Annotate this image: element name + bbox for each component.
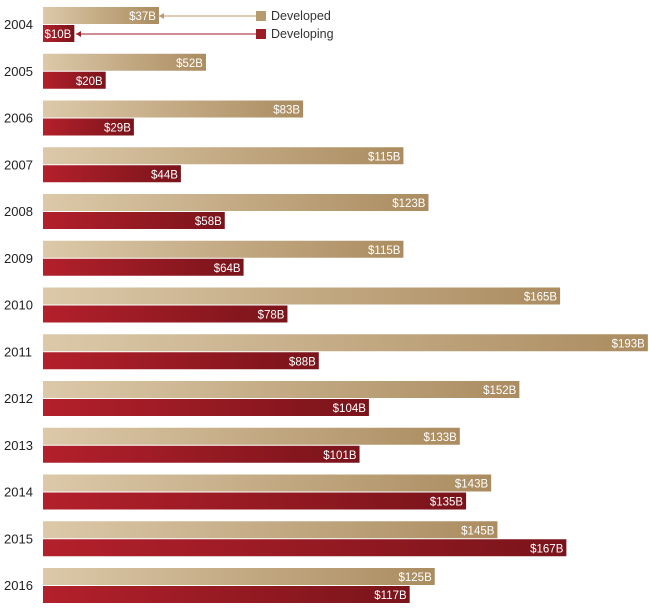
bar-developed-2016	[43, 568, 435, 585]
data-label-developing-2009: $64B	[214, 263, 241, 275]
data-label-developed-2008: $123B	[392, 198, 426, 210]
year-label-2015: 2015	[4, 531, 33, 546]
bar-developing-2009	[43, 258, 244, 276]
bar-developed-2009	[43, 240, 404, 258]
data-label-developed-2012: $152B	[483, 385, 517, 397]
year-labels: 2004 2005 2006 2007 2008 2009 2010 2011 2012 2013…	[4, 17, 33, 593]
data-label-developing-2012: $104B	[333, 403, 367, 415]
year-label-2016: 2016	[4, 578, 33, 593]
bar-developing-2008	[43, 212, 225, 229]
bar-developed-2015	[43, 521, 498, 539]
bar-developing-2011	[43, 352, 319, 370]
year-label-2005: 2005	[4, 64, 33, 79]
bar-developing-2012	[43, 399, 369, 416]
data-label-developed-2009: $115B	[368, 245, 401, 257]
bar-developing-2004	[43, 25, 75, 42]
bar-developing-2014	[43, 492, 467, 510]
year-label-2012: 2012	[4, 391, 33, 406]
bar-developing-2016	[43, 586, 410, 603]
bar-developing-2015	[43, 539, 567, 557]
bar-developing-2006	[43, 118, 134, 136]
data-label-developing-2013: $101B	[323, 450, 357, 462]
year-label-2008: 2008	[4, 204, 33, 219]
data-label-developing-2006: $29B	[104, 123, 131, 135]
bar-developing-2005	[43, 71, 106, 89]
bar-developed-2007	[43, 147, 404, 165]
data-label-developed-2011: $193B	[612, 338, 646, 350]
year-label-2009: 2009	[4, 251, 33, 266]
bars	[43, 7, 648, 603]
bar-developing-2010	[43, 305, 288, 323]
data-label-developed-2010: $165B	[524, 292, 558, 304]
data-label-developing-2004: $10B	[44, 29, 71, 41]
data-label-developed-2007: $115B	[368, 151, 401, 163]
year-label-2010: 2010	[4, 298, 33, 313]
data-label-developing-2016: $117B	[374, 590, 407, 602]
data-label-developing-2008: $58B	[195, 216, 222, 228]
data-label-developing-2014: $135B	[430, 497, 464, 509]
data-label-developing-2005: $20B	[76, 76, 103, 88]
year-label-2011: 2011	[4, 344, 32, 359]
data-label-developed-2015: $145B	[461, 525, 495, 537]
data-label-developed-2014: $143B	[455, 479, 489, 491]
year-label-2007: 2007	[4, 157, 33, 172]
bar-developed-2010	[43, 287, 561, 305]
legend-swatch-developed	[256, 11, 266, 21]
bar-developed-2004	[43, 7, 159, 24]
bar-developed-2011	[43, 334, 648, 352]
year-label-2004: 2004	[4, 17, 33, 32]
year-label-2013: 2013	[4, 438, 33, 453]
year-label-2014: 2014	[4, 485, 33, 500]
data-label-developed-2005: $52B	[176, 58, 203, 70]
data-label-developing-2010: $78B	[258, 310, 285, 322]
bar-developing-2013	[43, 445, 360, 463]
bar-developed-2013	[43, 427, 460, 445]
legend-swatch-developing	[256, 29, 266, 39]
data-label-developing-2007: $44B	[151, 169, 178, 181]
legend: Developed Developing	[76, 9, 334, 41]
bar-developed-2005	[43, 53, 206, 71]
bar-labels: $37B $10B $52B $20B $83B $29B $115B $44B $123B $5…	[44, 11, 645, 602]
legend-pointer-developing-arrowhead	[76, 31, 81, 37]
legend-label-developed: Developed	[271, 9, 331, 23]
data-label-developing-2015: $167B	[530, 543, 564, 555]
bar-developed-2014	[43, 474, 492, 492]
year-label-2006: 2006	[4, 111, 33, 126]
data-label-developed-2004: $37B	[129, 11, 156, 23]
legend-pointer-developed-arrowhead	[159, 13, 164, 19]
bar-developed-2012	[43, 381, 520, 398]
data-label-developed-2013: $133B	[424, 432, 458, 444]
bar-developed-2008	[43, 194, 429, 211]
data-label-developed-2016: $125B	[398, 572, 432, 584]
data-label-developed-2006: $83B	[273, 105, 300, 117]
bar-developing-2007	[43, 165, 181, 183]
legend-label-developing: Developing	[271, 27, 334, 41]
data-label-developing-2011: $88B	[289, 356, 316, 368]
bar-developed-2006	[43, 100, 304, 118]
